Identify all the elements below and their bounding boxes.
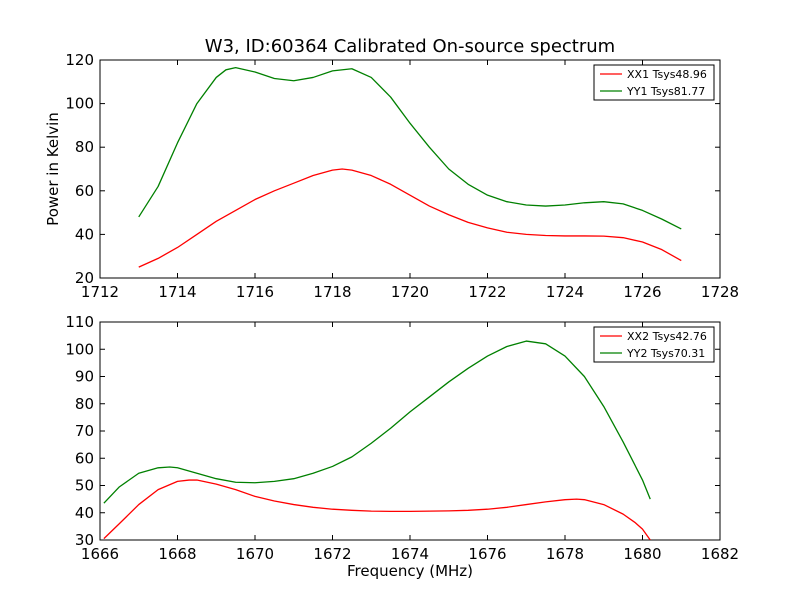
x-tick-label-bottom-1674: 1674	[391, 545, 429, 563]
x-tick-label-top-1722: 1722	[468, 283, 506, 301]
series-line-bottom-0	[103, 479, 651, 540]
x-tick-label-top-1720: 1720	[391, 283, 429, 301]
y-tick-label-bottom-80: 80	[75, 395, 94, 413]
x-tick-label-top-1716: 1716	[236, 283, 274, 301]
x-tick-label-top-1718: 1718	[313, 283, 351, 301]
y-tick-label-bottom-100: 100	[65, 340, 94, 358]
y-tick-label-top-20: 20	[75, 269, 94, 287]
x-tick-label-top-1712: 1712	[81, 283, 119, 301]
x-tick-label-bottom-1676: 1676	[468, 545, 506, 563]
y-tick-label-bottom-90: 90	[75, 368, 94, 386]
series-line-bottom-1	[103, 340, 651, 504]
y-tick-label-top-120: 120	[65, 51, 94, 69]
plot-top: 1712 1714 1716 1718 1720 1722 1724 1726 1728 20 40…	[44, 51, 739, 301]
plot-bottom: 1666 1668 1670 1672 1674 1676 1678 1680 1682 30 40…	[65, 313, 739, 580]
plot-bottom-xlabel: Frequency (MHz)	[347, 562, 473, 580]
x-tick-label-top-1728: 1728	[701, 283, 739, 301]
plot-top-marks: 1712 1714 1716 1718 1720 1722 1724 1726 1728 20 40…	[65, 51, 739, 301]
series-line-top-0	[138, 168, 682, 268]
plot-top-legend-box	[593, 64, 715, 101]
plot-bottom-legend: XX2 Tsys42.76 YY2 Tsys70.31	[593, 326, 715, 363]
plot-bottom-legend-box	[593, 326, 715, 363]
x-tick-label-bottom-1670: 1670	[236, 545, 274, 563]
y-tick-label-bottom-60: 60	[75, 449, 94, 467]
x-tick-label-top-1726: 1726	[623, 283, 661, 301]
figure-title: W3, ID:60364 Calibrated On-source spectr…	[205, 36, 615, 57]
x-tick-label-bottom-1678: 1678	[546, 545, 584, 563]
y-tick-label-top-80: 80	[75, 138, 94, 156]
plot-top-ylabel: Power in Kelvin	[44, 112, 62, 226]
x-tick-label-top-1714: 1714	[158, 283, 196, 301]
series-line-top-1	[138, 66, 682, 230]
x-tick-label-bottom-1682: 1682	[701, 545, 739, 563]
y-tick-label-bottom-70: 70	[75, 422, 94, 440]
legend-label-yy1: YY1 Tsys81.77	[626, 85, 705, 98]
y-tick-label-bottom-40: 40	[75, 504, 94, 522]
x-tick-label-top-1724: 1724	[546, 283, 584, 301]
x-tick-label-bottom-1680: 1680	[623, 545, 661, 563]
x-tick-label-bottom-1666: 1666	[81, 545, 119, 563]
legend-label-xx1: XX1 Tsys48.96	[627, 68, 707, 81]
y-tick-label-top-40: 40	[75, 225, 94, 243]
plot-bottom-marks: 1666 1668 1670 1672 1674 1676 1678 1680 1682 30 40…	[65, 313, 739, 563]
y-tick-label-bottom-30: 30	[75, 531, 94, 549]
y-tick-label-bottom-110: 110	[65, 313, 94, 331]
y-tick-label-top-100: 100	[65, 95, 94, 113]
plot-top-legend: XX1 Tsys48.96 YY1 Tsys81.77	[593, 64, 715, 101]
x-tick-label-bottom-1668: 1668	[158, 545, 196, 563]
x-tick-label-bottom-1672: 1672	[313, 545, 351, 563]
y-tick-label-top-60: 60	[75, 182, 94, 200]
y-tick-label-bottom-50: 50	[75, 477, 94, 495]
legend-label-yy2: YY2 Tsys70.31	[626, 347, 705, 360]
legend-label-xx2: XX2 Tsys42.76	[627, 330, 707, 343]
